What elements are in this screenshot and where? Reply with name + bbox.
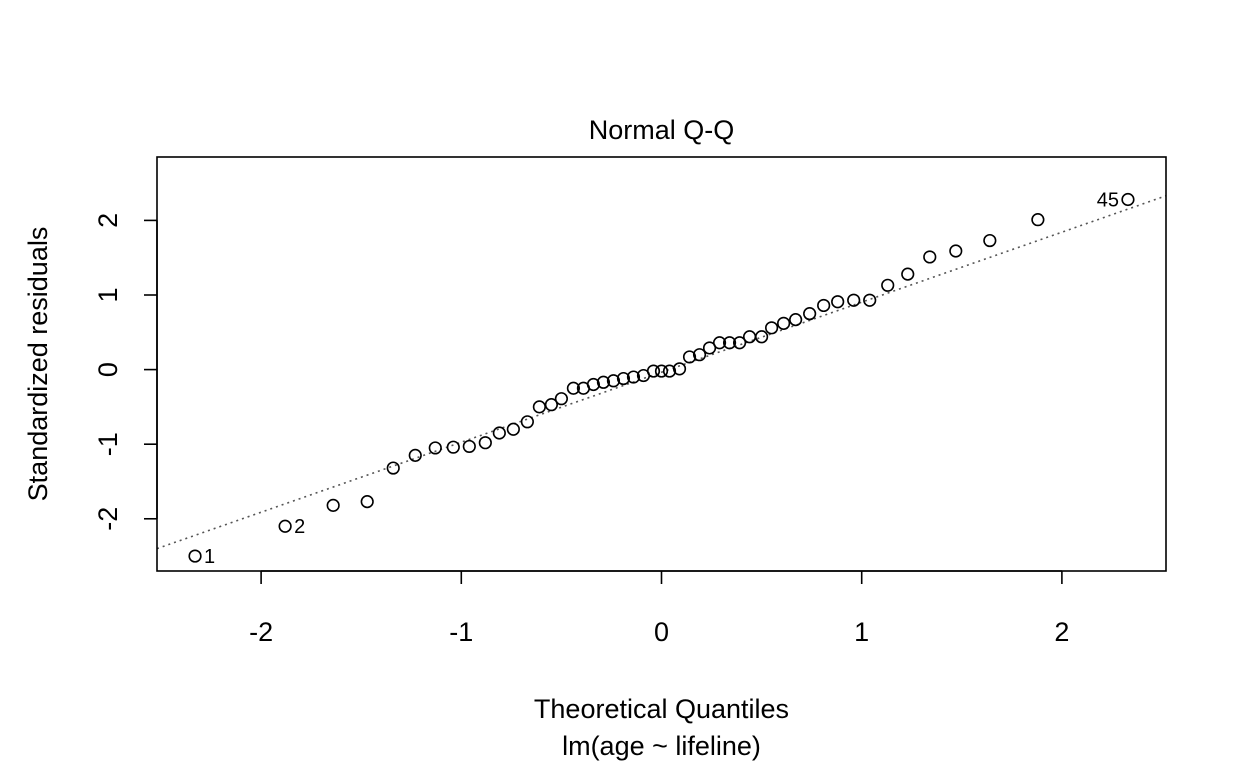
data-point bbox=[742, 330, 757, 344]
y-tick-label: -2 bbox=[93, 507, 123, 531]
data-point bbox=[278, 519, 292, 533]
y-tick-label: 0 bbox=[93, 362, 123, 377]
data-point bbox=[520, 415, 534, 429]
x-tick-label: -2 bbox=[249, 617, 273, 647]
data-point bbox=[360, 495, 374, 509]
data-points-layer bbox=[188, 192, 1135, 563]
y-tick-label: -1 bbox=[93, 432, 123, 456]
data-point bbox=[478, 436, 492, 450]
point-labels-layer: 1 2 45 bbox=[204, 190, 1119, 569]
data-point bbox=[901, 267, 915, 281]
data-point bbox=[692, 348, 707, 362]
reference-line-layer bbox=[157, 195, 1166, 550]
data-point bbox=[712, 336, 727, 350]
data-point bbox=[386, 461, 400, 475]
data-point bbox=[506, 422, 520, 436]
data-point bbox=[672, 362, 687, 376]
plot-frame bbox=[156, 156, 1167, 572]
data-point bbox=[831, 295, 845, 309]
data-point bbox=[554, 392, 569, 406]
data-point bbox=[626, 370, 641, 384]
data-point bbox=[863, 293, 877, 307]
data-point bbox=[754, 330, 769, 344]
data-point bbox=[446, 440, 460, 454]
data-point bbox=[789, 313, 803, 327]
x-tick-label: 1 bbox=[854, 617, 869, 647]
chart-title: Normal Q-Q bbox=[589, 115, 735, 145]
data-point bbox=[596, 375, 611, 389]
data-point bbox=[616, 371, 631, 386]
data-point bbox=[1031, 213, 1045, 227]
data-point bbox=[847, 293, 861, 307]
qq-reference-line bbox=[157, 195, 1166, 550]
x-tick-label: 0 bbox=[654, 617, 669, 647]
y-axis: -2 -1 0 1 2 bbox=[93, 213, 158, 531]
data-point bbox=[702, 341, 717, 355]
data-point bbox=[817, 298, 831, 313]
data-point bbox=[983, 233, 997, 248]
data-point bbox=[662, 364, 677, 378]
x-tick-label: 2 bbox=[1054, 617, 1069, 647]
data-point bbox=[777, 316, 791, 330]
data-point bbox=[949, 244, 963, 258]
data-point bbox=[188, 549, 202, 563]
data-point bbox=[462, 439, 476, 454]
data-point bbox=[606, 374, 621, 388]
data-point bbox=[326, 498, 340, 512]
data-point bbox=[722, 336, 737, 350]
x-tick-label: -1 bbox=[449, 617, 473, 647]
data-point bbox=[532, 400, 546, 414]
data-point bbox=[492, 426, 506, 440]
data-point bbox=[544, 398, 558, 412]
data-point bbox=[765, 321, 779, 335]
data-point bbox=[881, 278, 895, 292]
data-point bbox=[646, 364, 661, 378]
y-axis-label: Standardized residuals bbox=[23, 227, 53, 502]
y-tick-label: 1 bbox=[93, 287, 123, 302]
data-point bbox=[408, 448, 422, 462]
data-point bbox=[682, 350, 697, 364]
x-axis-label: Theoretical Quantiles bbox=[534, 694, 789, 724]
data-point bbox=[428, 441, 442, 455]
data-point bbox=[566, 381, 581, 395]
point-label: 1 bbox=[204, 546, 215, 568]
data-point bbox=[803, 307, 817, 321]
point-label: 2 bbox=[294, 516, 305, 538]
data-point bbox=[1121, 192, 1135, 207]
data-point bbox=[586, 377, 601, 392]
y-tick-label: 2 bbox=[93, 213, 123, 228]
point-label: 45 bbox=[1097, 190, 1119, 212]
data-point bbox=[654, 364, 669, 378]
x-axis: -2 -1 0 1 2 bbox=[249, 570, 1069, 647]
data-point bbox=[923, 250, 937, 264]
data-point bbox=[732, 336, 747, 350]
chart-subtitle: lm(age ~ lifeline) bbox=[562, 731, 761, 761]
